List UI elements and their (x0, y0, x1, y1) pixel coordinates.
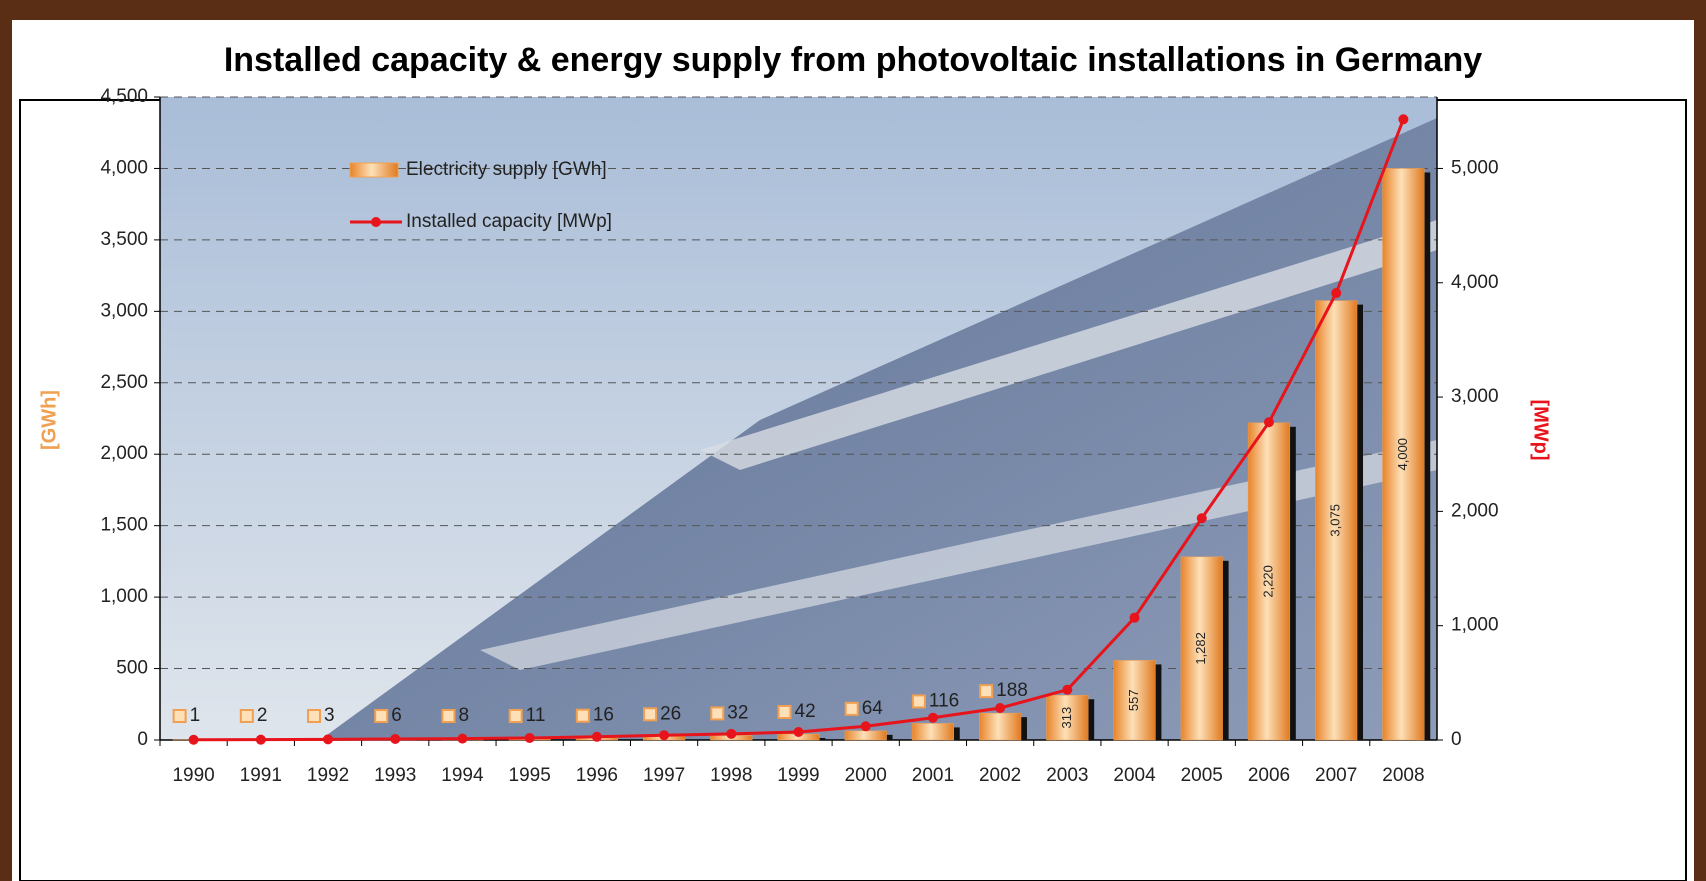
y-tick-label: 4,000 (100, 157, 148, 178)
x-tick-label: 1998 (710, 765, 752, 786)
data-label: 1,282 (1193, 632, 1208, 665)
bar (979, 713, 1021, 740)
line-point (995, 703, 1005, 713)
data-label: 11 (526, 705, 546, 726)
y-tick-label: 1,500 (100, 515, 148, 536)
data-label-marker (308, 710, 320, 722)
page: {"chart_data": { "type": "bar_line", "ti… (0, 0, 1706, 881)
y2-tick-label: 4,000 (1451, 272, 1499, 293)
line-point (659, 730, 669, 740)
y-tick-label: 500 (116, 658, 148, 679)
data-label-marker (510, 710, 522, 722)
y-tick-label: 4,500 (100, 86, 148, 107)
x-tick-label: 2008 (1382, 765, 1424, 786)
x-tick-label: 1990 (172, 765, 214, 786)
x-tick-label: 2003 (1046, 765, 1088, 786)
line-point (592, 732, 602, 742)
legend-swatch (350, 163, 398, 177)
y-tick-label: 0 (137, 729, 148, 750)
line-point (1331, 288, 1341, 298)
data-label-marker (779, 706, 791, 718)
data-label: 3,075 (1328, 504, 1343, 537)
data-label: 6 (391, 705, 402, 726)
data-label-marker (174, 710, 186, 722)
data-label-marker (375, 710, 387, 722)
data-label-marker (442, 710, 454, 722)
line-point (457, 734, 467, 744)
line-point (189, 735, 199, 745)
x-tick-label: 2006 (1248, 765, 1290, 786)
y2-axis-title: [MWp] (1530, 399, 1552, 460)
data-label: 313 (1059, 707, 1074, 729)
line-point (1197, 513, 1207, 523)
y2-tick-label: 1,000 (1451, 615, 1499, 636)
legend-label: Electricity supply [GWh] (406, 159, 607, 180)
line-point (1398, 114, 1408, 124)
data-label: 188 (996, 680, 1028, 701)
data-label: 557 (1126, 689, 1141, 711)
y-tick-label: 3,500 (100, 229, 148, 250)
y2-tick-label: 5,000 (1451, 157, 1499, 178)
data-label: 1 (190, 705, 201, 726)
chart: Installed capacity & energy supply from … (0, 0, 1706, 881)
line-point (390, 734, 400, 744)
x-tick-label: 2000 (845, 765, 887, 786)
bar (912, 723, 954, 740)
line-point (794, 727, 804, 737)
y-tick-label: 1,000 (100, 586, 148, 607)
chart-title: Installed capacity & energy supply from … (224, 41, 1482, 79)
data-label: 2,220 (1260, 565, 1275, 598)
y-axis-title: [GWh] (38, 390, 60, 450)
data-label: 42 (795, 701, 816, 722)
data-label: 32 (727, 702, 748, 723)
y-tick-label: 3,000 (100, 300, 148, 321)
x-tick-label: 1993 (374, 765, 416, 786)
data-label-marker (241, 710, 253, 722)
legend-label: Installed capacity [MWp] (406, 211, 612, 232)
line-point (861, 721, 871, 731)
y-tick-label: 2,500 (100, 372, 148, 393)
plot-background (160, 97, 1437, 740)
x-tick-label: 2005 (1181, 765, 1223, 786)
line-point (256, 735, 266, 745)
x-tick-label: 2001 (912, 765, 954, 786)
x-tick-label: 1995 (509, 765, 551, 786)
data-label: 26 (660, 703, 681, 724)
data-label: 2 (257, 705, 268, 726)
bar (845, 731, 887, 740)
data-label: 8 (458, 705, 469, 726)
line-point (1062, 685, 1072, 695)
y2-tick-label: 3,000 (1451, 386, 1499, 407)
x-tick-label: 1996 (576, 765, 618, 786)
x-tick-label: 2007 (1315, 765, 1357, 786)
data-label: 4,000 (1395, 438, 1410, 471)
y2-tick-label: 2,000 (1451, 500, 1499, 521)
data-label-marker (980, 685, 992, 697)
line-point (525, 733, 535, 743)
x-tick-label: 1999 (777, 765, 819, 786)
data-label-marker (644, 708, 656, 720)
data-label-marker (846, 703, 858, 715)
data-label: 16 (593, 705, 614, 726)
data-label: 3 (324, 705, 335, 726)
line-point (928, 713, 938, 723)
data-label-marker (711, 707, 723, 719)
legend-swatch-point (371, 217, 381, 227)
y2-tick-label: 0 (1451, 729, 1462, 750)
x-tick-label: 2002 (979, 765, 1021, 786)
line-point (323, 734, 333, 744)
line-point (1130, 613, 1140, 623)
x-tick-label: 1994 (441, 765, 484, 786)
data-label: 116 (929, 690, 959, 711)
line-point (726, 729, 736, 739)
line-point (1264, 417, 1274, 427)
data-label-marker (577, 710, 589, 722)
data-label-marker (913, 695, 925, 707)
x-tick-label: 1992 (307, 765, 349, 786)
x-tick-label: 2004 (1113, 765, 1156, 786)
data-label: 64 (862, 698, 884, 719)
x-tick-label: 1991 (240, 765, 282, 786)
x-tick-label: 1997 (643, 765, 685, 786)
y-tick-label: 2,000 (100, 443, 148, 464)
